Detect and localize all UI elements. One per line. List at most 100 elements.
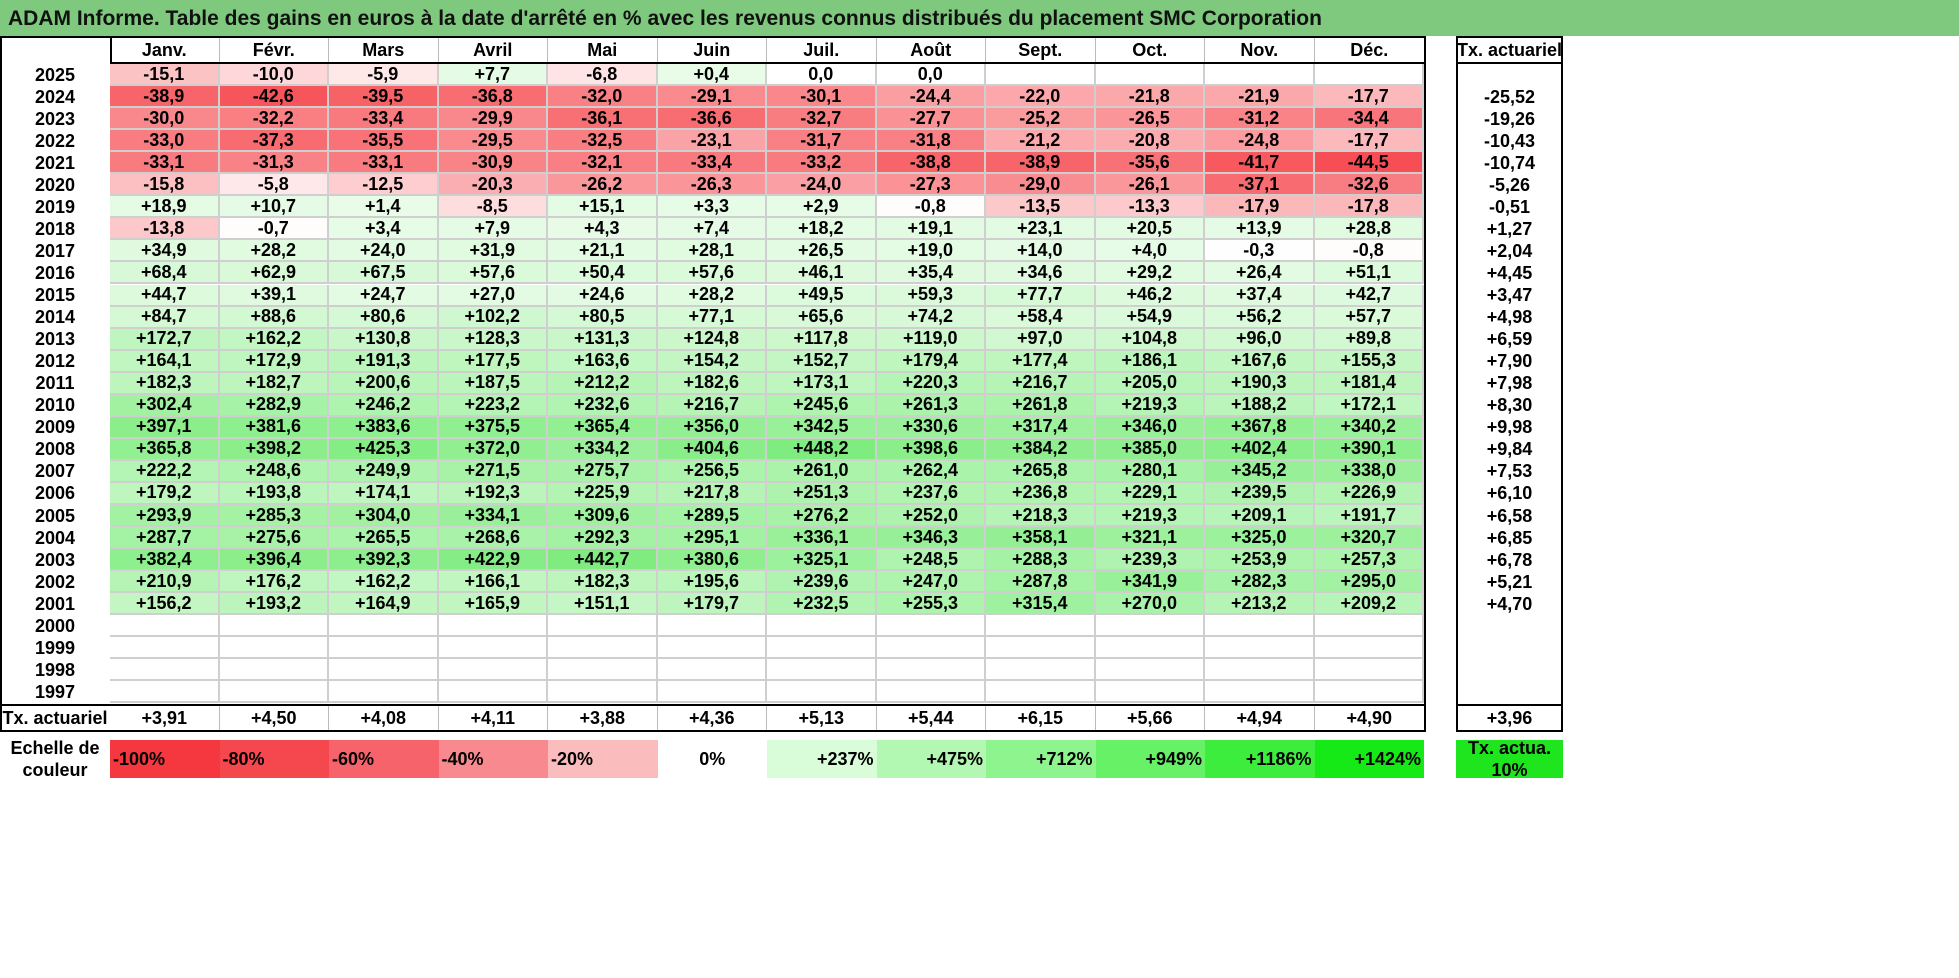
heatmap-cell: -8,5 [438,196,548,219]
heatmap-cell [219,637,329,660]
heatmap-cell: +330,6 [876,416,986,439]
heatmap-cell: +325,0 [1205,527,1315,550]
heatmap-cell: +334,1 [438,505,548,528]
heatmap-cell: -32,7 [767,108,877,131]
heatmap-cell: +193,8 [219,482,329,505]
heatmap-cell: -10,0 [219,64,329,87]
heatmap-cell: +193,2 [219,593,329,616]
heatmap-cell: +84,7 [110,306,220,329]
heatmap-cell: +34,6 [986,262,1096,285]
heatmap-cell: -33,0 [110,130,220,153]
row-rate-cell: -0,51 [1488,196,1531,217]
heatmap-cell: +304,0 [329,505,439,528]
heatmap-cell: +77,1 [657,306,767,329]
heatmap-cell [767,659,877,682]
heatmap-cell: -30,9 [438,152,548,175]
heatmap-cell: +56,2 [1205,306,1315,329]
row-rate-cell [1456,637,1563,659]
column-header: Août [877,37,986,64]
column-total-cell: +4,50 [220,705,329,732]
heatmap-cell: 0,0 [876,64,986,87]
heatmap-cell: +3,4 [329,218,439,241]
heatmap-cell: +396,4 [219,549,329,572]
column-header: Sept. [986,37,1096,64]
heatmap-cell: +392,3 [329,549,439,572]
totals-row-label: Tx. actuariel [2,708,108,728]
heatmap-cell: -17,7 [1314,130,1424,153]
heatmap-cell: +7,9 [438,218,548,241]
heatmap-cell: -0,7 [219,218,329,241]
column-total-cell: +4,90 [1346,708,1393,728]
heatmap-cell: -17,8 [1314,196,1424,219]
row-rate-cell: +4,45 [1486,262,1533,283]
heatmap-cell: +166,1 [438,571,548,594]
heatmap-cell: +265,5 [329,527,439,550]
heatmap-cell: -0,3 [1205,240,1315,263]
row-rate-cell: -10,43 [1483,130,1536,151]
heatmap-cell: +219,3 [1095,505,1205,528]
column-total-cell: +6,15 [986,705,1096,732]
heatmap-cell: +167,6 [1205,350,1315,373]
heatmap-cell: -25,2 [986,108,1096,131]
heatmap-cell: +46,1 [767,262,877,285]
heatmap-cell: +232,5 [767,593,877,616]
row-year-label: 2009 [34,417,76,438]
heatmap-cell: +29,2 [1095,262,1205,285]
overall-rate-cell: +3,96 [1486,708,1533,728]
heatmap-cell [876,637,986,660]
heatmap-cell: +74,2 [876,306,986,329]
heatmap-cell [1095,637,1205,660]
heatmap-cell: +340,2 [1314,416,1424,439]
heatmap-cell [438,615,548,638]
heatmap-cell: +186,1 [1095,350,1205,373]
heatmap-cell [986,615,1096,638]
row-rate-cell: +2,04 [1486,240,1533,261]
heatmap-cell: +1,4 [329,196,439,219]
heatmap-cell [110,615,220,638]
row-rate-cell [1456,659,1563,681]
heatmap-cell: +177,4 [986,350,1096,373]
heatmap-cell: 0,0 [767,64,877,87]
heatmap-cell: +205,0 [1095,372,1205,395]
heatmap-cell: -44,5 [1314,152,1424,175]
heatmap-cell: -33,4 [657,152,767,175]
heatmap-cell: -21,2 [986,130,1096,153]
column-total-cell: +5,44 [877,705,986,732]
column-total-cell: +4,11 [439,705,548,732]
heatmap-cell: +229,1 [1095,482,1205,505]
heatmap-cell: -29,9 [438,108,548,131]
scale-swatch: -60% [329,740,439,778]
heatmap-cell: +57,7 [1314,306,1424,329]
heatmap-cell [1095,659,1205,682]
heatmap-cell: +252,0 [876,505,986,528]
heatmap-cell [110,659,220,682]
heatmap-cell: +124,8 [657,328,767,351]
heatmap-cell: +179,2 [110,482,220,505]
heatmap-cell: -31,2 [1205,108,1315,131]
row-year-label: 2000 [34,615,76,636]
heatmap-cell: +24,7 [329,284,439,307]
heatmap-cell: +44,7 [110,284,220,307]
heatmap-cell: +162,2 [219,328,329,351]
heatmap-cell: +26,4 [1205,262,1315,285]
row-rate-cell: -10,74 [1483,152,1536,173]
heatmap-cell: -15,8 [110,174,220,197]
heatmap-cell: +213,2 [1205,593,1315,616]
heatmap-cell: +390,1 [1314,438,1424,461]
heatmap-cell: -41,7 [1205,152,1315,175]
heatmap-cell: +398,2 [219,438,329,461]
column-header: Juil. [767,37,877,64]
heatmap-cell: -30,1 [767,86,877,109]
heatmap-cell: -38,9 [110,86,220,109]
heatmap-cell: -27,7 [876,108,986,131]
heatmap-cell: +336,1 [767,527,877,550]
row-year-label: 2004 [34,527,76,548]
heatmap-cell: +0,4 [657,64,767,87]
heatmap-cell [548,615,658,638]
heatmap-cell: +182,3 [548,571,658,594]
heatmap-cell: +341,9 [1095,571,1205,594]
row-year-label: 2017 [34,240,76,261]
row-year-label: 2015 [34,285,76,306]
scale-swatch: 0% [657,740,767,778]
